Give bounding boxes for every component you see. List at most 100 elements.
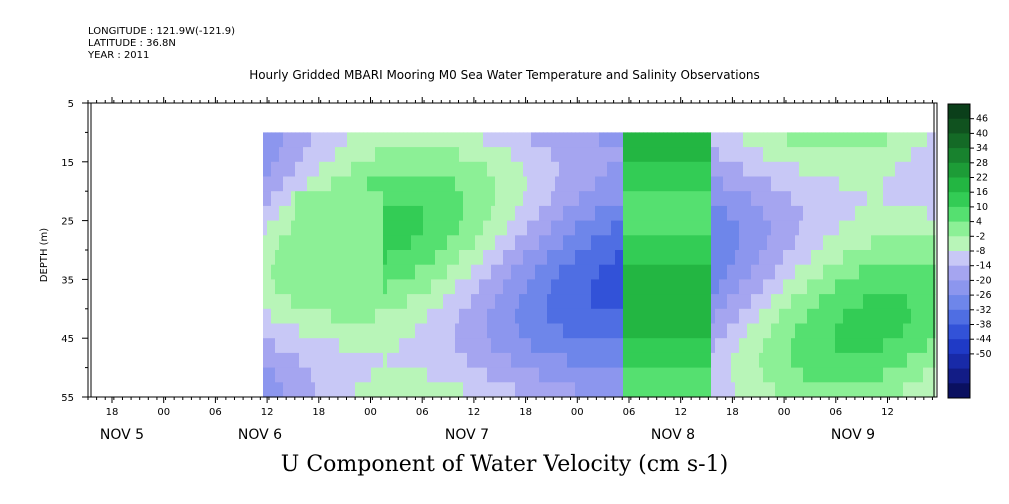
heatmap-cell [531, 367, 536, 383]
heatmap-cell [787, 352, 792, 369]
heatmap-cell [479, 205, 484, 222]
heatmap-cell [511, 147, 516, 163]
heatmap-cell [643, 205, 648, 222]
heatmap-cell [343, 352, 348, 369]
heatmap-cell [535, 338, 540, 354]
heatmap-cell [343, 367, 348, 383]
heatmap-cell [359, 308, 364, 325]
heatmap-cell [267, 176, 272, 192]
heatmap-cell [419, 323, 424, 339]
heatmap-cell [559, 132, 564, 148]
heatmap-cell [343, 161, 348, 178]
heatmap-cell [595, 279, 600, 295]
heatmap-cell [567, 352, 572, 369]
heatmap-cell [463, 308, 468, 325]
heatmap-cell [579, 352, 584, 369]
heatmap-cell [587, 147, 592, 163]
heatmap-cell [903, 294, 908, 310]
heatmap-cell [379, 220, 384, 236]
heatmap-cell [827, 323, 832, 339]
heatmap-cell [331, 294, 336, 310]
heatmap-cell [803, 176, 808, 192]
heatmap-cell [467, 367, 472, 383]
heatmap-cell [619, 250, 624, 266]
heatmap-cell [803, 235, 808, 251]
heatmap-cell [455, 367, 460, 383]
heatmap-cell [447, 235, 452, 251]
heatmap-cell [491, 338, 496, 354]
heatmap-cell [283, 264, 288, 280]
heatmap-cell [891, 382, 896, 398]
heatmap-cell [911, 323, 916, 339]
heatmap-cell [727, 264, 732, 280]
heatmap-cell [663, 205, 668, 222]
heatmap-cell [343, 294, 348, 310]
heatmap-cell [883, 205, 888, 222]
heatmap-cell [783, 250, 788, 266]
heatmap-cell [547, 205, 552, 222]
heatmap-cell [387, 323, 392, 339]
heatmap-cell [347, 279, 352, 295]
heatmap-cell [795, 220, 800, 236]
heatmap-cell [659, 308, 664, 325]
heatmap-cell [679, 132, 684, 148]
heatmap-cell [507, 264, 512, 280]
heatmap-cell [871, 367, 876, 383]
heatmap-cell [487, 323, 492, 339]
heatmap-cell [735, 191, 740, 207]
heatmap-cell [767, 161, 772, 178]
heatmap-cell [331, 323, 336, 339]
heatmap-cell [555, 250, 560, 266]
heatmap-cell [739, 147, 744, 163]
colorbar-swatch [948, 104, 970, 120]
heatmap-cell [463, 323, 468, 339]
heatmap-cell [375, 161, 380, 178]
heatmap-cell [755, 338, 760, 354]
heatmap-cell [559, 382, 564, 398]
heatmap-cell [911, 235, 916, 251]
heatmap-cell [519, 352, 524, 369]
heatmap-cell [507, 205, 512, 222]
heatmap-cell [295, 205, 300, 222]
heatmap-cell [407, 132, 412, 148]
heatmap-cell [343, 235, 348, 251]
y-tick-label: 55 [61, 393, 74, 404]
heatmap-cell [719, 147, 724, 163]
heatmap-cell [503, 235, 508, 251]
heatmap-cell [731, 279, 736, 295]
heatmap-cell [651, 205, 656, 222]
heatmap-cell [511, 264, 516, 280]
heatmap-cell [279, 132, 284, 148]
heatmap-cell [475, 352, 480, 369]
heatmap-cell [619, 338, 624, 354]
heatmap-cell [411, 147, 416, 163]
heatmap-cell [591, 205, 596, 222]
heatmap-cell [707, 176, 712, 192]
heatmap-cell [535, 250, 540, 266]
heatmap-cell [547, 264, 552, 280]
heatmap-cell [563, 176, 568, 192]
heatmap-cell [871, 220, 876, 236]
heatmap-cell [611, 250, 616, 266]
heatmap-cell [395, 132, 400, 148]
heatmap-cell [331, 235, 336, 251]
heatmap-cell [539, 338, 544, 354]
heatmap-cell [291, 294, 296, 310]
heatmap-cell [791, 279, 796, 295]
heatmap-cell [711, 308, 716, 325]
heatmap-cell [699, 132, 704, 148]
heatmap-cell [823, 382, 828, 398]
heatmap-cell [515, 250, 520, 266]
y-tick-label: 15 [61, 158, 74, 169]
heatmap-cell [459, 250, 464, 266]
heatmap-cell [499, 279, 504, 295]
heatmap-cell [875, 338, 880, 354]
heatmap-cell [703, 294, 708, 310]
heatmap-cell [303, 191, 308, 207]
heatmap-cell [431, 132, 436, 148]
heatmap-cell [783, 279, 788, 295]
heatmap-cell [475, 147, 480, 163]
y-tick-label: 5 [68, 99, 74, 110]
heatmap-cell [515, 176, 520, 192]
heatmap-cell [679, 338, 684, 354]
